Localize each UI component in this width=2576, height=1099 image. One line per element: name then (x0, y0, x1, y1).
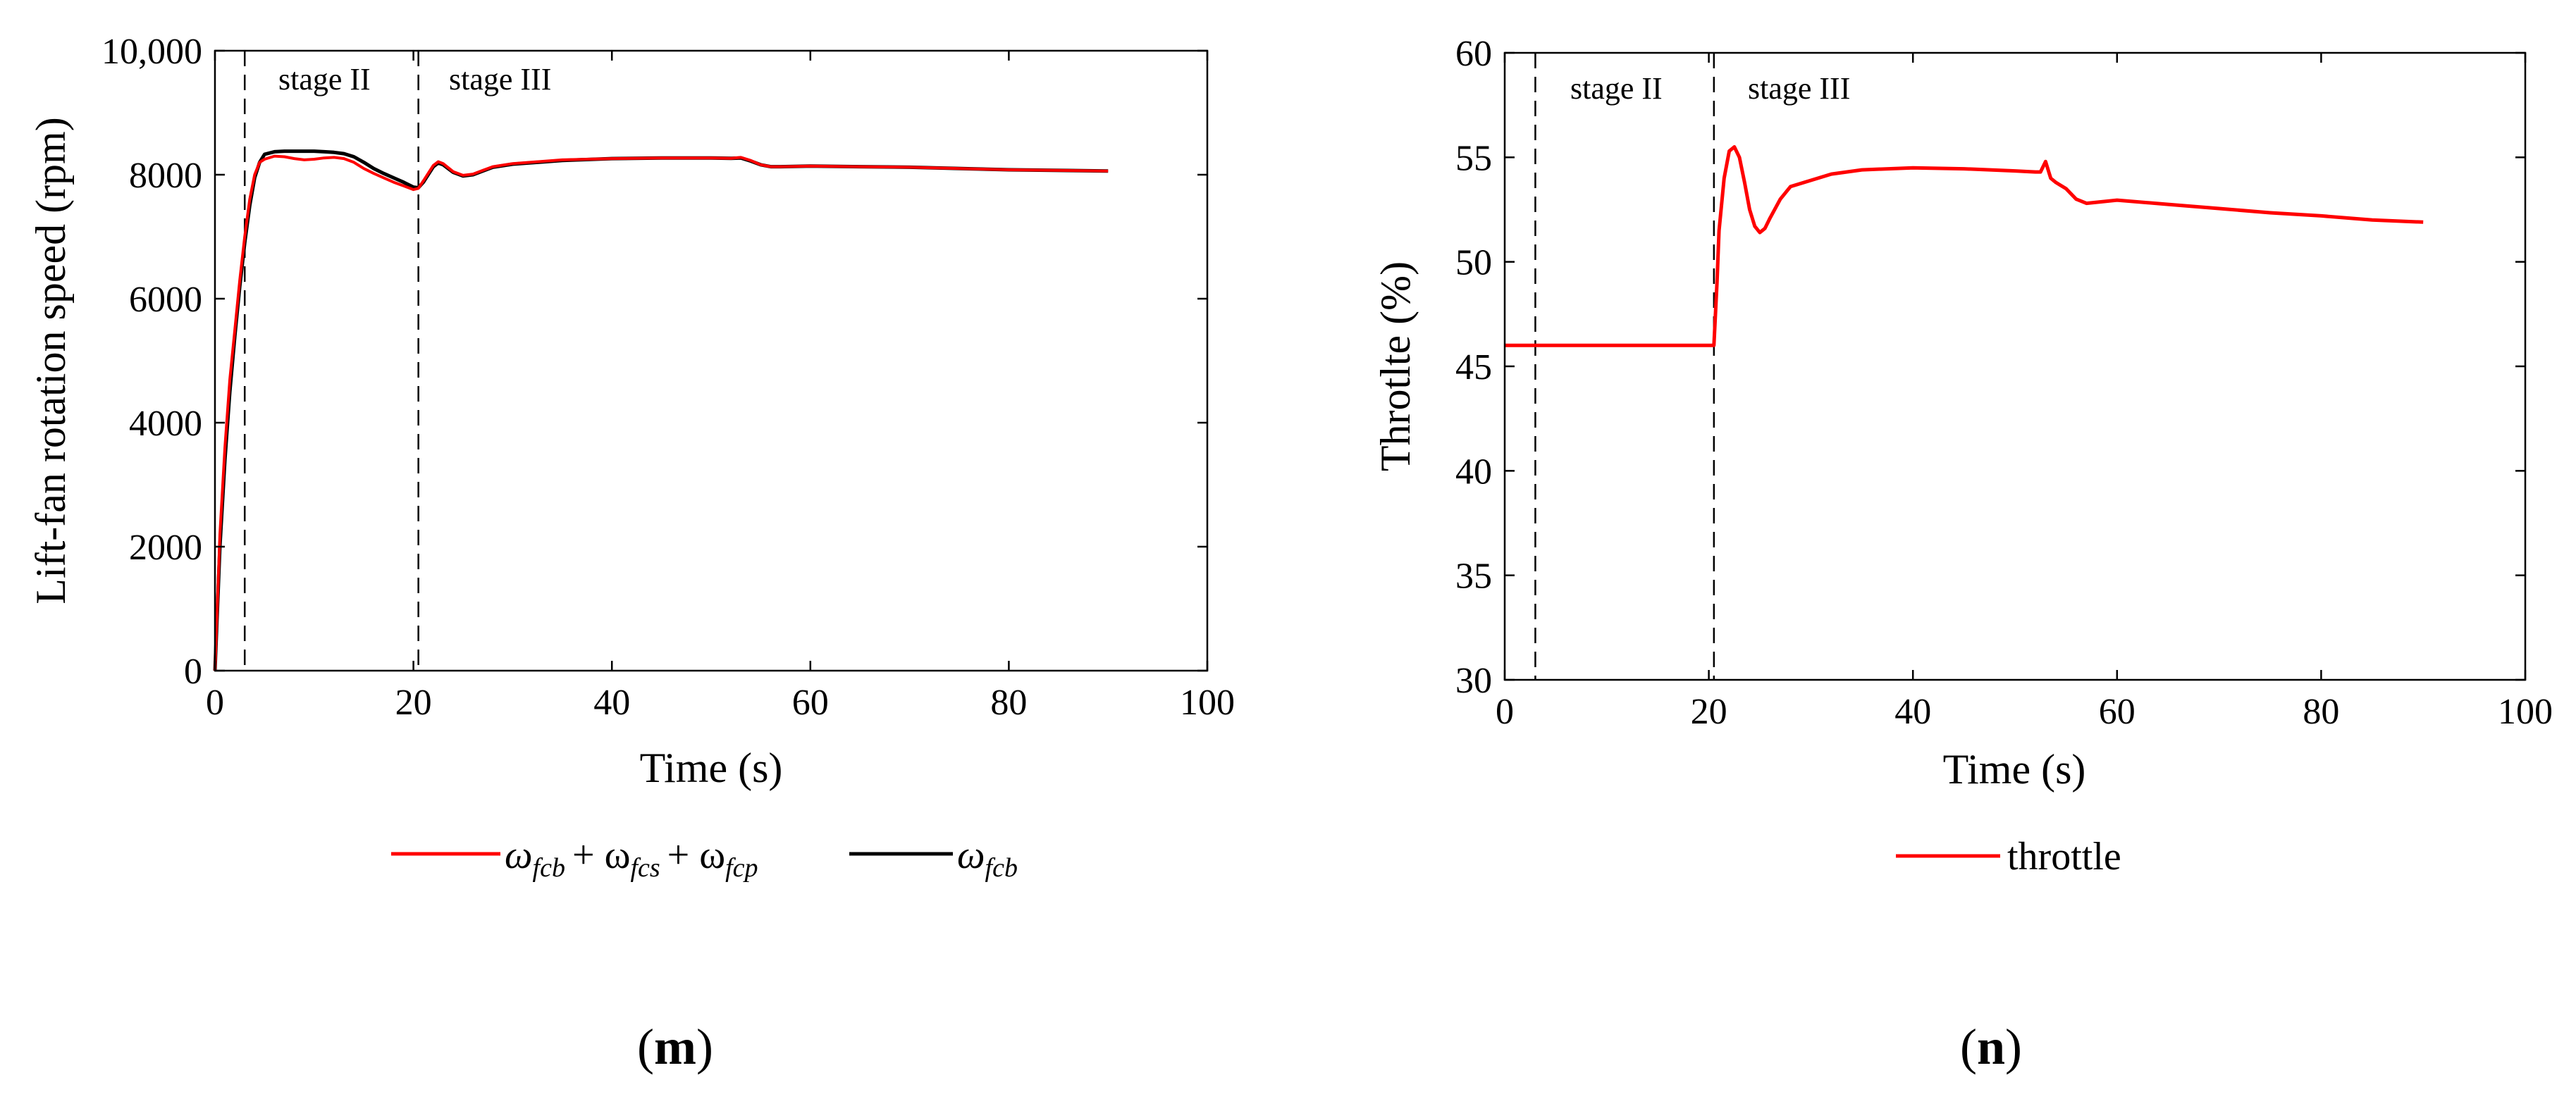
x-tick-label-n: 0 (1496, 692, 1514, 732)
legend-n: throttle (1896, 835, 2121, 878)
y-tick-label-n: 35 (1455, 557, 1492, 597)
x-tick-label-m: 80 (990, 683, 1027, 723)
series-line-1-m (214, 154, 1109, 671)
x-tick-label-m: 20 (395, 683, 432, 723)
y-axis-label-n: Throtlte (%) (1372, 261, 1419, 471)
y-tick-label-n: 60 (1455, 34, 1492, 74)
x-tick-label-m: 60 (792, 683, 829, 723)
x-tick-label-n: 80 (2303, 692, 2339, 732)
plot-area-n (1505, 53, 2424, 680)
series-line-1-n (1505, 145, 2424, 347)
y-tick-label-n: 55 (1455, 138, 1492, 178)
ticks-m: 0 20 40 60 80 100 0 2000 4000 6000 8000 10,000 (101, 32, 1235, 723)
panel-label-n: (n) (1960, 1019, 2022, 1075)
y-tick-label-m: 0 (184, 652, 202, 692)
x-tick-label-n: 60 (2099, 692, 2136, 732)
x-tick-label-n: 40 (1894, 692, 1931, 732)
y-tick-label-n: 30 (1455, 661, 1492, 701)
series-line-2-m (213, 149, 1109, 671)
y-tick-label-n: 50 (1455, 243, 1492, 283)
chart-panel-n: 0 20 40 60 80 100 30 35 40 45 50 55 60 Time (s) Thro… (1372, 34, 2553, 1075)
x-axis-label-m: Time (s) (640, 745, 783, 791)
y-tick-label-m: 8000 (129, 156, 202, 196)
plot-area-m (213, 51, 1109, 671)
plot-frame-m (214, 49, 1209, 672)
y-axis-label-m: Lift-fan rotation speed (rpm) (27, 117, 74, 604)
panel-label-m: (m) (637, 1019, 713, 1075)
stage-ii-label-n: stage II (1570, 71, 1663, 106)
y-tick-label-m: 6000 (129, 280, 202, 320)
y-tick-label-n: 40 (1455, 452, 1492, 492)
stage-ii-label-m: stage II (278, 62, 371, 97)
y-tick-label-n: 45 (1455, 347, 1492, 387)
legend-label-sum-m: ωfcb + ωfcs + ωfcp (505, 833, 758, 883)
stage-iii-label-n: stage III (1748, 71, 1850, 106)
x-tick-label-n: 20 (1691, 692, 1727, 732)
stage-iii-label-m: stage III (449, 62, 551, 97)
legend-label-fcb-m: ωfcb (957, 833, 1018, 883)
x-tick-label-m: 100 (1180, 683, 1235, 723)
ticks-n: 0 20 40 60 80 100 30 35 40 45 50 55 60 (1455, 34, 2553, 732)
plot-frame-n (1503, 51, 2527, 681)
legend-m: ωfcb + ωfcs + ωfcp ωfcb (391, 833, 1018, 883)
chart-panel-m: 0 20 40 60 80 100 0 2000 4000 6000 8000 10,000 Time… (27, 32, 1235, 1075)
x-tick-label-m: 0 (206, 683, 224, 723)
y-tick-label-m: 4000 (129, 404, 202, 444)
y-tick-label-m: 2000 (129, 528, 202, 568)
x-tick-label-m: 40 (593, 683, 630, 723)
legend-label-throttle-n: throttle (2007, 835, 2121, 878)
y-tick-label-m: 10,000 (101, 32, 202, 72)
x-axis-label-n: Time (s) (1943, 746, 2086, 793)
x-tick-label-n: 100 (2498, 692, 2553, 732)
